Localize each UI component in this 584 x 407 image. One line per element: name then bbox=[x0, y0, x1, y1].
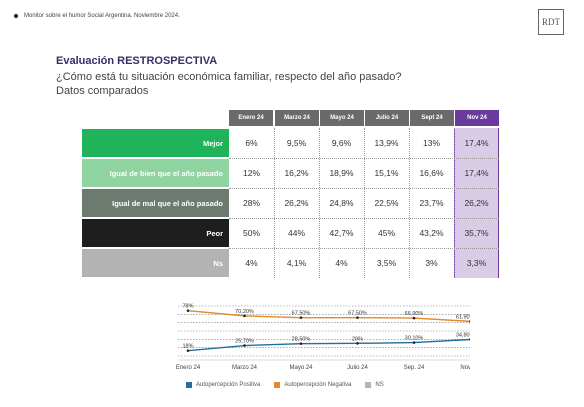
x-tick-label: Marzo 24 bbox=[232, 365, 258, 371]
table-cell: 9,5% bbox=[286, 138, 307, 148]
table-cell: 13,9% bbox=[374, 138, 399, 148]
row-label: Peor bbox=[82, 219, 229, 247]
table-cell: 50% bbox=[242, 228, 260, 238]
data-point bbox=[243, 314, 246, 318]
column-divider bbox=[319, 128, 320, 278]
page-subtitle: ¿Cómo está tu situación económica famili… bbox=[56, 70, 401, 98]
legend-swatch bbox=[274, 382, 281, 388]
data-point bbox=[412, 316, 416, 320]
rdt-logo: RDT bbox=[538, 9, 564, 35]
series-line-negativa bbox=[187, 309, 470, 323]
data-label: 25,70% bbox=[235, 339, 254, 345]
column-header: Sept 24 bbox=[410, 110, 454, 126]
table-cell: 17,4% bbox=[464, 138, 489, 148]
bullet-icon bbox=[14, 14, 18, 18]
column-divider bbox=[409, 128, 410, 278]
data-label: 67,50% bbox=[348, 311, 367, 317]
x-tick-label: Mayo 24 bbox=[289, 365, 313, 371]
data-label: 66,90% bbox=[405, 311, 424, 317]
table-cell: 4,1% bbox=[286, 258, 307, 268]
table-cell: 22,5% bbox=[374, 198, 399, 208]
data-label: 30,10% bbox=[405, 336, 424, 342]
data-point bbox=[469, 338, 470, 341]
column-divider bbox=[364, 128, 365, 278]
chart-legend: Autopercepción Positiva Autopercepción Ne… bbox=[186, 382, 398, 388]
row-label: Ns bbox=[82, 249, 229, 277]
table-cell: 43,2% bbox=[419, 228, 444, 238]
column-divider bbox=[454, 128, 455, 278]
table-cell: 23,7% bbox=[419, 198, 444, 208]
column-header: Julio 24 bbox=[365, 110, 409, 126]
source-line: Monitor sobre el humor Social Argentina.… bbox=[14, 13, 180, 19]
data-point bbox=[356, 316, 359, 319]
table-cell: 12% bbox=[242, 168, 260, 178]
table-cell: 6% bbox=[245, 138, 258, 148]
subtitle-question: ¿Cómo está tu situación económica famili… bbox=[56, 71, 402, 83]
legend-item: NS bbox=[365, 382, 384, 388]
page-title: Evaluación RESTROSPECTIVA bbox=[56, 55, 218, 67]
x-tick-label: Sep. 24 bbox=[404, 365, 425, 371]
table-cell: 3,5% bbox=[376, 258, 397, 268]
x-tick-label: Enero 24 bbox=[176, 365, 201, 371]
table-cell: 3,3% bbox=[466, 258, 487, 268]
table-cell: 16,2% bbox=[284, 168, 309, 178]
table-cell: 35,7% bbox=[464, 228, 489, 238]
table-cell: 26,2% bbox=[464, 198, 489, 208]
legend-item: Autopercepción Negativa bbox=[274, 382, 351, 388]
data-label: 28,50% bbox=[292, 337, 311, 343]
row-label: Igual de mal que el año pasado bbox=[82, 189, 229, 217]
table-cell: 26,2% bbox=[284, 198, 309, 208]
table-cell: 4% bbox=[335, 258, 348, 268]
data-label: 18% bbox=[182, 344, 193, 350]
column-header: Marzo 24 bbox=[275, 110, 319, 126]
column-header: Enero 24 bbox=[229, 110, 273, 126]
table-cell: 17,4% bbox=[464, 168, 489, 178]
legend-label: Autopercepción Positiva bbox=[196, 382, 261, 388]
table-cell: 9,6% bbox=[331, 138, 352, 148]
data-point bbox=[412, 341, 416, 344]
data-point bbox=[299, 342, 303, 345]
source-text: Monitor sobre el humor Social Argentina.… bbox=[24, 13, 180, 19]
data-point bbox=[469, 320, 470, 323]
data-point bbox=[356, 342, 359, 345]
legend-label: NS bbox=[375, 382, 384, 388]
x-tick-label: Julio 24 bbox=[347, 365, 368, 371]
data-point bbox=[186, 349, 190, 352]
data-point bbox=[243, 344, 246, 347]
legend-swatch bbox=[365, 382, 372, 388]
data-label: 34,80% bbox=[456, 332, 470, 338]
x-tick-label: Nov. 24 bbox=[460, 365, 470, 371]
table-cell: 44% bbox=[287, 228, 305, 238]
table-cell: 45% bbox=[377, 228, 395, 238]
column-header: Nov 24 bbox=[455, 110, 499, 126]
table-cell: 24,8% bbox=[329, 198, 354, 208]
table-cell: 15,1% bbox=[374, 168, 399, 178]
series-line-positiva bbox=[187, 338, 470, 352]
column-divider bbox=[274, 128, 275, 278]
data-point bbox=[186, 309, 190, 312]
data-label: 29% bbox=[352, 336, 363, 342]
legend-label: Autopercepción Negativa bbox=[284, 382, 352, 388]
table-cell: 3% bbox=[425, 258, 438, 268]
row-label: Igual de bien que el año pasado bbox=[82, 159, 229, 187]
highlight-column bbox=[454, 128, 499, 278]
data-label: 61,90% bbox=[456, 314, 470, 320]
data-label: 70,20% bbox=[235, 309, 254, 315]
legend-item: Autopercepción Positiva bbox=[186, 382, 260, 388]
table-cell: 28% bbox=[242, 198, 260, 208]
table-cell: 18,9% bbox=[329, 168, 354, 178]
table-cell: 4% bbox=[245, 258, 258, 268]
legend-swatch bbox=[186, 382, 192, 388]
table-cell: 42,7% bbox=[329, 228, 354, 238]
row-label: Mejor bbox=[82, 129, 229, 157]
data-label: 67,50% bbox=[292, 311, 311, 317]
data-point bbox=[299, 316, 303, 319]
subtitle-compare: Datos comparados bbox=[56, 85, 149, 97]
data-label: 78% bbox=[182, 304, 193, 310]
table-cell: 16,6% bbox=[419, 168, 444, 178]
table-cell: 13% bbox=[422, 138, 440, 148]
trend-line-chart: 18% 25,70% 28,50% 29% 30,10% 34,80% 78% 70,20% 6… bbox=[176, 304, 470, 371]
column-header: Mayo 24 bbox=[320, 110, 364, 126]
